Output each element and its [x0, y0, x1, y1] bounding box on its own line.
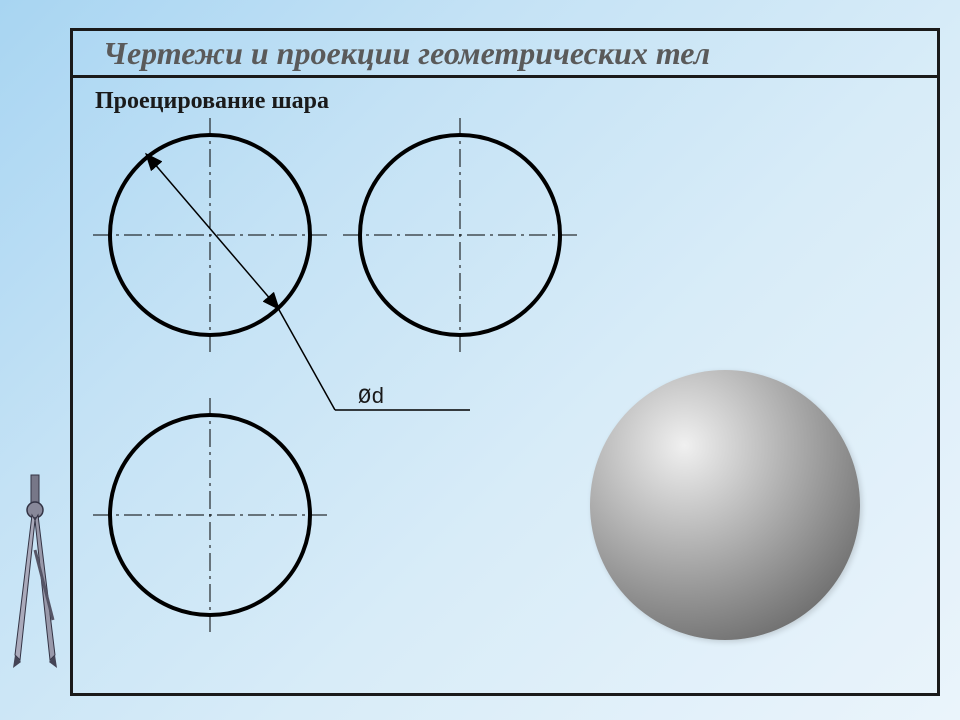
projection-drawings	[0, 0, 960, 720]
compass-icon	[5, 470, 65, 670]
diameter-label: Ød	[358, 385, 384, 410]
projection-top-left	[93, 118, 327, 352]
projection-bottom-left	[93, 398, 327, 632]
sphere-3d-render	[590, 370, 860, 640]
diameter-dimension	[147, 155, 470, 410]
projection-top-right	[343, 118, 577, 352]
